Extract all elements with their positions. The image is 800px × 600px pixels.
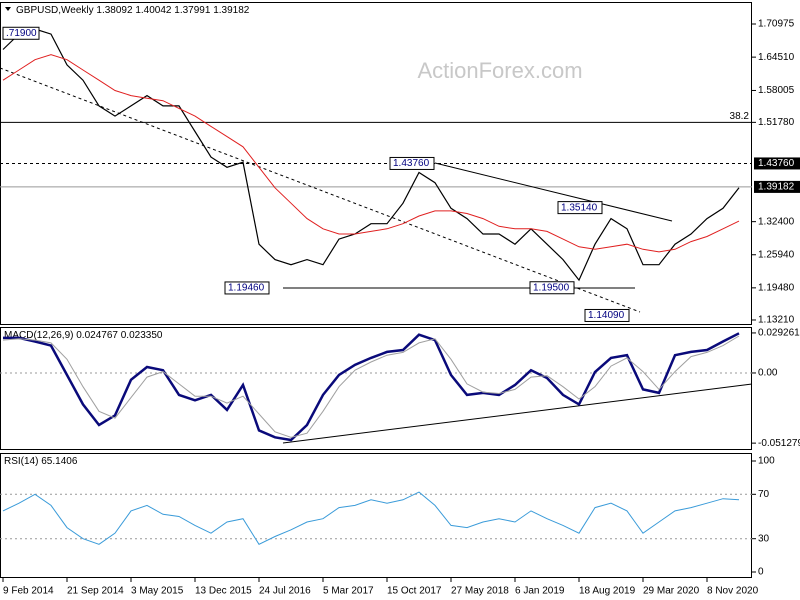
x-tick-label: 29 Mar 2020	[643, 586, 700, 597]
annotation-label: 1.35140	[561, 202, 598, 213]
readout-value: 1.39182	[213, 5, 250, 16]
price-marker-box	[754, 180, 800, 193]
y-tick-label: -0.051279	[758, 438, 800, 449]
x-tick-label: 5 Mar 2017	[323, 586, 374, 597]
annotation-label: 1.19500	[533, 282, 570, 293]
panel-header: RSI(14) 65.1406	[4, 456, 78, 467]
indicator-name: RSI(14)	[4, 456, 38, 467]
series-line	[2, 28, 740, 282]
annotation-box	[389, 156, 435, 170]
trend-line	[434, 162, 673, 222]
readout-value: 65.1406	[41, 456, 78, 467]
readout-value: 1.40042	[135, 5, 172, 16]
y-tick-label: 1.64510	[758, 52, 795, 63]
fib-label: 38.2	[730, 111, 750, 122]
x-tick-label: 3 May 2015	[131, 586, 184, 597]
annotation-label: 1.43760	[393, 158, 430, 169]
price-marker-label: 1.39182	[758, 182, 795, 193]
indicator-name: GBPUSD,Weekly	[16, 5, 94, 16]
y-tick-label: 1.51780	[758, 117, 795, 128]
y-tick-label: 1.58005	[758, 85, 795, 96]
y-tick-label: 100	[758, 456, 775, 467]
annotation-label: 1.19460	[228, 283, 265, 294]
annotation-box	[529, 281, 575, 295]
x-tick-label: 9 Feb 2014	[3, 586, 54, 597]
price-marker-label: 1.43760	[758, 158, 795, 169]
annotation-box	[557, 201, 603, 215]
readout-value: 0.023350	[121, 330, 163, 341]
annotation-box	[2, 26, 40, 40]
y-tick-label: 0.029261	[758, 328, 800, 339]
y-tick-label: 70	[758, 489, 770, 500]
y-tick-label: 1.19480	[758, 282, 795, 293]
y-tick-label: 1.70975	[758, 19, 795, 30]
y-tick-label: 1.32400	[758, 216, 795, 227]
readout-value: 1.37991	[174, 5, 211, 16]
annotation-label: 1.14090	[588, 310, 625, 321]
y-tick-label: 0	[758, 567, 764, 578]
x-tick-label: 13 Dec 2015	[195, 586, 252, 597]
indicator-name: MACD(12,26,9)	[4, 330, 73, 341]
x-tick-label: 24 Jul 2016	[259, 586, 311, 597]
trend-line	[0, 67, 641, 313]
watermark: ActionForex.com	[417, 58, 582, 83]
macd-trend-line	[282, 383, 753, 444]
readout-value: 0.024767	[76, 330, 118, 341]
y-tick-label: 1.25940	[758, 249, 795, 260]
annotation-box	[584, 308, 630, 322]
menu-arrow	[5, 7, 11, 11]
x-tick-label: 21 Sep 2014	[67, 586, 124, 597]
panel-header: MACD(12,26,9) 0.024767 0.023350	[4, 330, 163, 341]
price-marker-box	[754, 157, 800, 170]
y-tick-label: 0.00	[758, 368, 778, 379]
annotation-box	[224, 281, 270, 295]
readout-value: 1.38092	[96, 5, 133, 16]
x-tick-label: 15 Oct 2017	[387, 586, 442, 597]
x-tick-label: 18 Aug 2019	[579, 586, 636, 597]
series-line	[2, 491, 740, 545]
panel-frame	[0, 453, 752, 578]
panel-frame	[0, 327, 752, 450]
y-tick-label: 1.13210	[758, 315, 795, 326]
x-tick-label: 27 May 2018	[451, 586, 509, 597]
series-line	[3, 332, 740, 442]
annotation-label: .71900	[6, 28, 37, 39]
series-line	[2, 54, 740, 253]
y-tick-label: 30	[758, 533, 770, 544]
panel-header: GBPUSD,Weekly 1.38092 1.40042 1.37991 1.…	[16, 5, 250, 16]
series-line	[2, 335, 740, 438]
x-tick-label: 8 Nov 2020	[707, 586, 759, 597]
x-tick-label: 6 Jan 2019	[515, 586, 565, 597]
